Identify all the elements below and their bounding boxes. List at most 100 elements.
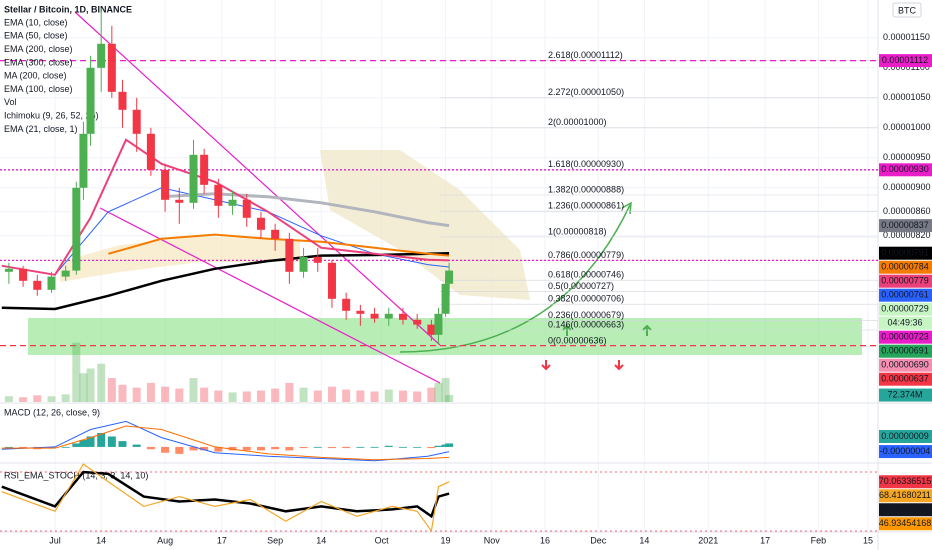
x-tick-label: 2021 <box>698 535 718 545</box>
volume-badge-label: 72.374M <box>887 389 922 399</box>
macd-histogram-bar <box>445 443 454 447</box>
price-badge-label: 0.00000637 <box>881 374 929 384</box>
candle-body <box>79 133 88 188</box>
candle-body <box>61 270 70 277</box>
candle-body <box>189 154 198 203</box>
candle-body <box>132 109 141 134</box>
candle-body <box>242 199 251 218</box>
candle-body <box>86 67 95 134</box>
y-tick-label: 0.00000900 <box>883 182 931 192</box>
candle-body <box>441 283 450 314</box>
candle-body <box>327 262 336 299</box>
price-badge <box>879 429 932 443</box>
fib-label: 1.618(0.00000930) <box>548 159 624 169</box>
fib-label: 1.382(0.00000888) <box>548 184 624 194</box>
volume-bar <box>441 378 450 402</box>
fib-label: 2.618(0.00001112) <box>548 50 623 60</box>
legend-entry: EMA (10, close) <box>4 17 68 27</box>
macd-histogram-bar <box>398 446 407 448</box>
fib-label: 0.236(0.00000679) <box>548 310 624 320</box>
volume-bar <box>313 390 322 402</box>
x-tick-label: Aug <box>157 535 173 545</box>
macd-histogram-bar <box>356 446 365 448</box>
candle-body <box>299 256 308 272</box>
candle-body <box>445 270 454 284</box>
price-badge-label: 0.00000761 <box>881 290 929 300</box>
price-badge-label: 0.00000009 <box>881 431 929 441</box>
price-badge <box>879 372 932 386</box>
volume-bar <box>445 395 454 402</box>
volume-bar <box>413 391 422 402</box>
candle-body <box>214 184 223 206</box>
price-badge <box>879 54 932 68</box>
legend-entry: EMA (50, close) <box>4 31 68 41</box>
volume-bar <box>356 390 365 402</box>
candle-body <box>19 268 28 281</box>
macd-histogram-bar <box>370 446 379 448</box>
volume-bar <box>285 382 294 402</box>
candle-body <box>175 199 184 203</box>
volume-bar <box>434 382 443 402</box>
y-tick-label: 0.00000860 <box>883 206 931 216</box>
y-tick-label: 0.00000820 <box>883 230 931 240</box>
macd-histogram-bar <box>61 446 70 448</box>
candle-body <box>4 268 13 272</box>
macd-histogram-bar <box>97 433 106 447</box>
macd-histogram-bar <box>107 436 116 447</box>
volume-bar <box>97 363 106 402</box>
legend-entry: EMA (200, close) <box>4 44 73 54</box>
x-tick-label: Sep <box>267 535 283 545</box>
macd-histogram-bar <box>242 446 251 451</box>
projection-arrow <box>399 204 631 353</box>
fib-label: 0(0.00000636) <box>548 336 607 346</box>
price-badge-label: 70.06336515 <box>879 476 932 486</box>
volume-bar <box>19 397 28 402</box>
volume-bar <box>384 389 393 402</box>
macd-histogram-bar <box>19 446 28 449</box>
x-tick-label: Nov <box>484 535 501 545</box>
volume-bar <box>370 391 379 402</box>
macd-histogram-bar <box>132 444 141 447</box>
volume-bar <box>342 389 351 402</box>
fib-label: 2.272(0.00001050) <box>548 87 624 97</box>
x-tick-label: Dec <box>590 535 607 545</box>
price-badge <box>879 219 932 233</box>
price-badge-label: 0.00000791 <box>881 248 929 258</box>
y-tick-label: 0.00001050 <box>883 92 931 102</box>
fib-label: 1(0.00000818) <box>548 226 607 236</box>
price-badge-label: 0.00001112 <box>882 55 928 65</box>
price-badge <box>879 302 932 316</box>
price-badge-label: 0.00000723 <box>881 332 929 342</box>
price-badge <box>879 274 932 288</box>
volume-bar <box>327 386 336 402</box>
macd-histogram-bar <box>413 446 422 448</box>
fib-label: 0.5(0.00000727) <box>548 281 614 291</box>
up-arrow <box>642 324 652 336</box>
price-badge-label: 0.00000691 <box>881 346 929 356</box>
macd-histogram-bar <box>271 446 280 450</box>
up-arrow <box>562 324 572 336</box>
y-tick-label: 0.00000950 <box>883 152 931 162</box>
ichimoku-cloud <box>60 236 300 282</box>
price-badge-label: 0.00000729 <box>881 304 929 314</box>
macd-histogram-bar <box>434 445 443 447</box>
x-tick-label: 14 <box>96 535 106 545</box>
volume-bar <box>299 387 308 402</box>
price-badge <box>879 246 932 260</box>
indicator-line <box>108 233 450 257</box>
macd-histogram-bar <box>214 446 223 452</box>
volume-badge <box>879 388 932 402</box>
volume-bar <box>271 388 280 402</box>
price-badge-label: 0.00000690 <box>881 360 929 370</box>
volume-bar <box>256 390 265 402</box>
volume-bar <box>398 390 407 402</box>
chart-title: Stellar / Bitcoin, 1D, BINANCE <box>4 4 132 14</box>
volume-bar <box>161 386 170 402</box>
legend-entry: EMA (21, close, 1) <box>4 124 78 134</box>
x-tick-label: 14 <box>639 535 649 545</box>
price-badge <box>879 163 932 177</box>
candle-body <box>256 217 265 230</box>
candle-body <box>107 43 116 92</box>
candle-body <box>271 229 280 239</box>
